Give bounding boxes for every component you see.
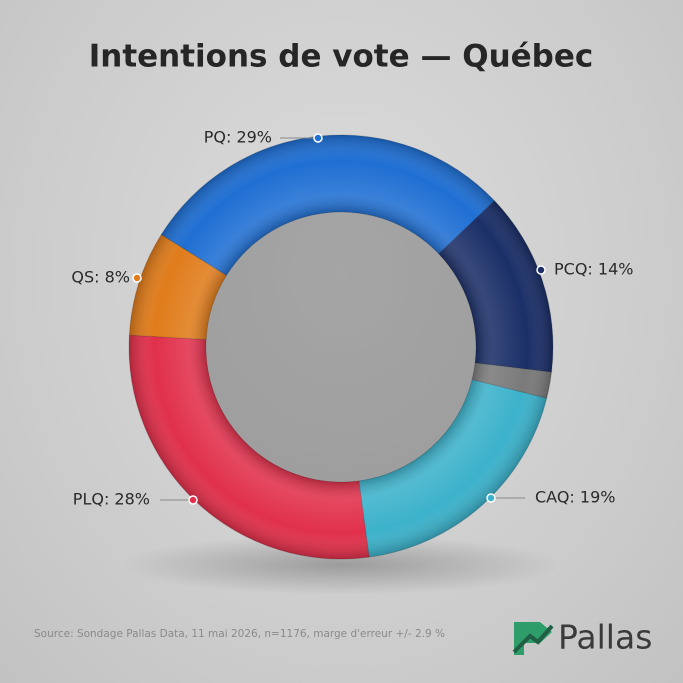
label-dot bbox=[536, 265, 546, 275]
data-label: PLQ: 28% bbox=[73, 490, 150, 509]
data-label: PCQ: 14% bbox=[554, 260, 633, 279]
label-dot bbox=[132, 273, 142, 283]
data-label: PQ: 29% bbox=[204, 128, 272, 147]
label-dot bbox=[188, 495, 198, 505]
data-label: CAQ: 19% bbox=[535, 488, 615, 507]
donut-segment bbox=[358, 379, 548, 558]
donut-segment bbox=[128, 334, 370, 560]
data-label: QS: 8% bbox=[71, 268, 130, 287]
label-dot bbox=[486, 493, 496, 503]
labels: PQ: 29% PCQ: 14% CAQ: 19% PLQ: 28% QS: 8% bbox=[71, 128, 633, 509]
chart-title: Intentions de vote — Québec bbox=[89, 39, 594, 75]
source-note: Source: Sondage Pallas Data, 11 mai 2026… bbox=[34, 628, 445, 640]
brand-name: Pallas bbox=[558, 618, 652, 657]
brand-logo: Pallas bbox=[512, 618, 652, 657]
label-dot bbox=[313, 133, 323, 143]
